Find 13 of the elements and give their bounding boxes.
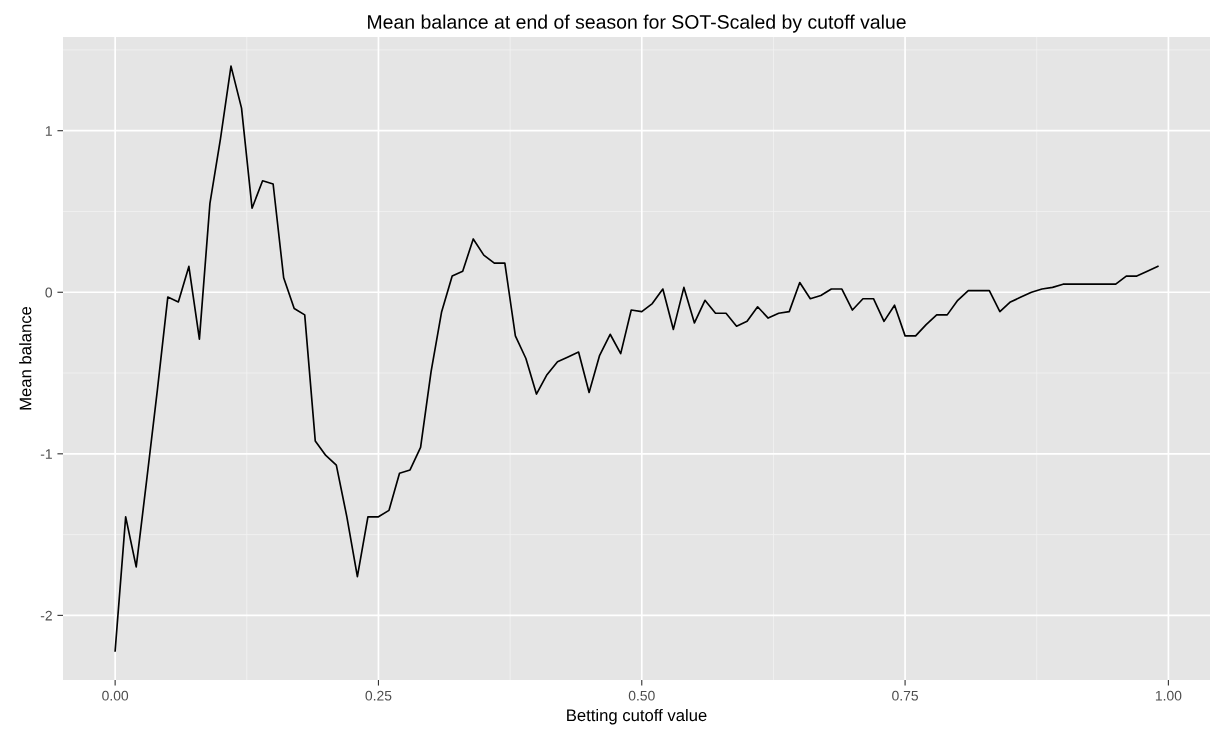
x-tick-label: 0.75 (892, 690, 919, 701)
line-series (114, 65, 1159, 652)
x-tick-label: 0.00 (102, 690, 129, 701)
x-tick-label: 0.50 (628, 690, 655, 701)
y-tick-label: 0 (45, 287, 53, 298)
y-tick-label: -2 (40, 610, 52, 621)
x-tick-label: 0.25 (365, 690, 392, 701)
x-tick-label: 1.00 (1155, 690, 1182, 701)
y-tick-label: 1 (45, 126, 52, 136)
x-axis-title: Betting cutoff value (567, 708, 707, 725)
y-tick-label: -1 (40, 449, 52, 459)
chart-title: Mean balance at end of season for SOT-Scaled by cutoff value (368, 14, 906, 33)
y-axis-title: Mean balance (19, 306, 32, 410)
